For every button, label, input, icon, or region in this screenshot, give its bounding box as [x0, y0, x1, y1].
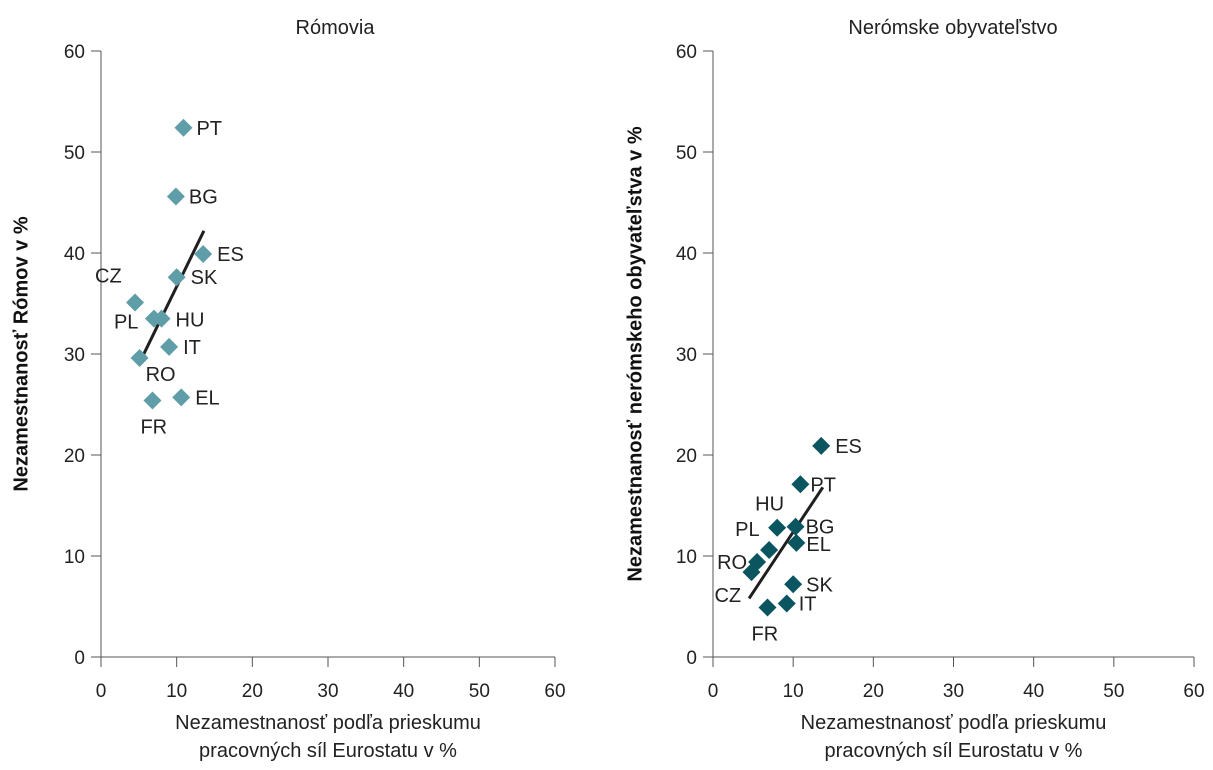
data-point-bg [786, 517, 805, 536]
y-tick-label: 0 [686, 648, 697, 669]
data-point-pt [791, 475, 810, 494]
data-point-hu [152, 309, 171, 328]
point-label-hu: HU [755, 494, 784, 516]
point-label-ro: RO [717, 552, 747, 574]
data-point-sk [784, 575, 803, 594]
data-point-it [160, 337, 179, 356]
x-axis-label-line: Nezamestnanosť podľa prieskumu [175, 712, 481, 734]
point-label-cz: CZ [714, 585, 741, 607]
y-tick-label: 30 [676, 345, 697, 366]
y-tick-label: 10 [64, 547, 85, 568]
data-point-bg [166, 187, 185, 206]
x-tick-label: 60 [544, 681, 565, 702]
data-point-el [787, 533, 806, 552]
y-tick-label: 50 [676, 143, 697, 164]
data-point-es [812, 436, 831, 455]
x-tick-label: 20 [863, 681, 884, 702]
y-tick-label: 40 [64, 244, 85, 265]
data-point-pl [760, 540, 779, 559]
x-tick-label: 40 [1023, 681, 1044, 702]
point-label-sk: SK [191, 267, 218, 289]
data-point-el [172, 388, 191, 407]
x-tick-label: 0 [96, 681, 107, 702]
data-point-fr [758, 598, 777, 617]
x-axis-label-line: pracovných síl Eurostatu v % [199, 740, 457, 762]
point-label-bg: BG [806, 517, 835, 539]
x-tick-label: 20 [242, 681, 263, 702]
data-point-cz [126, 293, 145, 312]
data-point-es [194, 245, 213, 264]
point-label-el: EL [195, 387, 219, 409]
x-tick-label: 50 [469, 681, 490, 702]
point-label-cz: CZ [95, 265, 122, 287]
point-label-it: IT [799, 593, 817, 615]
x-tick-label: 10 [166, 681, 187, 702]
y-tick-label: 20 [676, 446, 697, 467]
y-tick-label: 60 [676, 42, 697, 63]
x-tick-label: 40 [393, 681, 414, 702]
point-label-fr: FR [140, 416, 167, 438]
point-label-ro: RO [146, 364, 176, 386]
data-point-pt [174, 118, 193, 137]
point-label-bg: BG [189, 186, 218, 208]
point-label-es: ES [835, 436, 862, 458]
y-tick-label: 10 [676, 547, 697, 568]
y-axis-label: Nezamestnanosť nerómskeho obyvateľstva v… [624, 126, 646, 581]
y-tick-label: 40 [676, 244, 697, 265]
trendline [747, 486, 825, 600]
x-axis-label-line: Nezamestnanosť podľa prieskumu [801, 712, 1107, 734]
data-point-ro [130, 349, 149, 368]
point-label-pl: PL [735, 519, 759, 541]
x-tick-label: 30 [317, 681, 338, 702]
y-axis-label: Nezamestnanosť Rómov v % [10, 216, 32, 491]
point-label-el: EL [806, 534, 830, 556]
trendline [138, 230, 206, 362]
data-point-hu [768, 518, 787, 537]
y-tick-label: 50 [64, 143, 85, 164]
data-point-it [777, 594, 796, 613]
data-point-sk [167, 268, 186, 287]
point-label-pt: PT [810, 474, 836, 496]
chart-title: Nerómske obyvateľstvo [848, 17, 1057, 39]
point-label-sk: SK [806, 574, 833, 596]
y-tick-label: 30 [64, 345, 85, 366]
chart-title: Rómovia [296, 17, 376, 39]
y-tick-label: 60 [64, 42, 85, 63]
point-label-it: IT [183, 337, 201, 359]
chart-panel-2: Nerómske obyvateľstvo 0 10 20 30 40 50 60 0 10 20 3… [624, 17, 1204, 762]
data-point-cz [742, 563, 761, 582]
point-label-es: ES [217, 244, 244, 266]
x-tick-label: 10 [783, 681, 804, 702]
x-tick-label: 60 [1183, 681, 1204, 702]
point-label-hu: HU [176, 310, 205, 332]
data-point-fr [143, 391, 162, 410]
point-label-pl: PL [114, 312, 138, 334]
y-tick-label: 0 [74, 648, 85, 669]
point-label-fr: FR [752, 624, 779, 646]
x-tick-label: 30 [943, 681, 964, 702]
point-label-pt: PT [196, 118, 222, 140]
y-tick-label: 20 [64, 446, 85, 467]
x-axis-label-line: pracovných síl Eurostatu v % [825, 740, 1083, 762]
chart-panel-1: Rómovia 0 10 20 30 40 50 60 0 10 20 30 40 50 60 Nezames… [10, 17, 565, 762]
x-tick-label: 0 [708, 681, 719, 702]
x-tick-label: 50 [1103, 681, 1124, 702]
